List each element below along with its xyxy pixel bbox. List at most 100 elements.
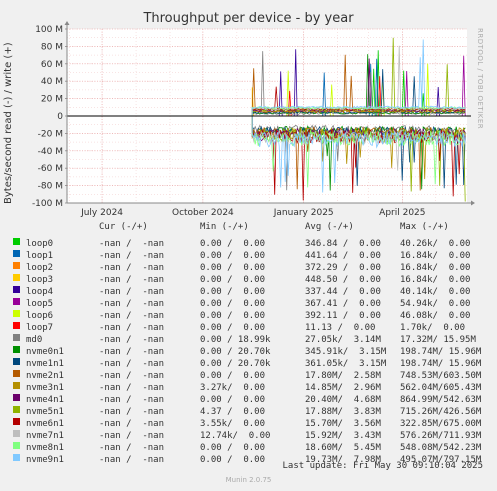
legend-max: 748.53M/603.50M <box>400 371 482 381</box>
legend-max: 576.26M/711.93M <box>400 431 482 441</box>
legend-cur: -nan / -nan <box>99 287 165 297</box>
legend-max: 495.07M/797.15M <box>400 455 482 465</box>
legend-cur: -nan / -nan <box>99 251 165 261</box>
legend-min: 0.00 / 0.00 <box>200 311 266 321</box>
legend-min: 12.74k/ 0.00 <box>200 431 271 441</box>
legend-min: 0.00 / 20.70k <box>200 359 271 369</box>
legend-header-avg: Avg (-/+) <box>305 222 354 232</box>
legend-name: loop6 <box>26 311 54 321</box>
legend-cur: -nan / -nan <box>99 371 165 381</box>
y-tick-label: 80 M <box>41 42 63 52</box>
legend-name: nvme3n1 <box>26 383 64 393</box>
legend-name: nvme0n1 <box>26 347 64 357</box>
legend-avg: 345.91k/ 3.15M <box>305 347 387 357</box>
series-trace-read <box>251 116 466 193</box>
legend-max: 16.84k/ 0.00 <box>400 263 471 273</box>
legend-min: 0.00 / 0.00 <box>200 275 266 285</box>
legend-avg: 19.73M/ 7.98M <box>305 455 381 465</box>
y-tick-label: -20 M <box>38 129 63 139</box>
legend-cur: -nan / -nan <box>99 395 165 405</box>
legend-cur: -nan / -nan <box>99 275 165 285</box>
legend-name: nvme9n1 <box>26 455 64 465</box>
legend-name: nvme8n1 <box>26 443 64 453</box>
legend-name: loop4 <box>26 287 54 297</box>
legend-name: nvme5n1 <box>26 407 64 417</box>
legend-swatch <box>13 298 20 305</box>
legend-cur: -nan / -nan <box>99 419 165 429</box>
series-trace-write <box>67 39 466 117</box>
legend-cur: -nan / -nan <box>99 311 165 321</box>
y-tick-label: -60 M <box>38 164 63 174</box>
series-trace-write <box>67 69 466 117</box>
x-tick-label: July 2024 <box>80 208 123 218</box>
legend-avg: 361.05k/ 3.15M <box>305 359 387 369</box>
x-tick-label: January 2025 <box>273 208 334 218</box>
legend-cur: -nan / -nan <box>99 263 165 273</box>
legend-max: 715.26M/426.56M <box>400 407 482 417</box>
legend-header: Cur (-/+) Min (-/+) Avg (-/+) Max (-/+) <box>0 221 449 233</box>
chart-title: Throughput per device - by year <box>143 11 354 26</box>
y-tick-label: -100 M <box>32 199 63 209</box>
legend-min: 0.00 / 0.00 <box>200 263 266 273</box>
legend-min: 3.55k/ 0.00 <box>200 419 266 429</box>
legend-name: nvme7n1 <box>26 431 64 441</box>
legend-name: loop3 <box>26 275 54 285</box>
legend-cur: -nan / -nan <box>99 359 165 369</box>
axes <box>64 21 475 206</box>
y-axis-arrow <box>64 21 70 25</box>
legend-max: 40.14k/ 0.00 <box>400 287 471 297</box>
legend-header-max: Max (-/+) <box>400 222 449 232</box>
x-tick-label: April 2025 <box>379 208 425 218</box>
legend-swatch <box>13 418 20 425</box>
legend-avg: 441.64 / 0.00 <box>305 251 381 261</box>
legend-min: 0.00 / 0.00 <box>200 323 266 333</box>
legend-header-min: Min (-/+) <box>200 222 249 232</box>
legend-swatch <box>13 442 20 449</box>
legend-max: 562.04M/605.43M <box>400 383 482 393</box>
legend-min: 0.00 / 0.00 <box>200 299 266 309</box>
last-update: Last update: Fri May 30 09:10:04 2025 <box>282 461 483 471</box>
legend-avg: 15.70M/ 3.56M <box>305 419 381 429</box>
legend-name: nvme6n1 <box>26 419 64 429</box>
legend-swatch <box>13 286 20 293</box>
legend-cur: -nan / -nan <box>99 443 165 453</box>
legend-cur: -nan / -nan <box>99 335 165 345</box>
legend-avg: 27.05k/ 3.14M <box>305 335 381 345</box>
legend-swatch <box>13 334 20 341</box>
legend-avg: 346.84 / 0.00 <box>305 239 381 249</box>
legend-avg: 392.11 / 0.00 <box>305 311 381 321</box>
legend-min: 0.00 / 18.99k <box>200 335 271 345</box>
legend-max: 16.84k/ 0.00 <box>400 275 471 285</box>
legend-cur: -nan / -nan <box>99 383 165 393</box>
legend-avg: 14.85M/ 2.96M <box>305 383 381 393</box>
legend-avg: 448.50 / 0.00 <box>305 275 381 285</box>
y-tick-label: 60 M <box>41 60 63 70</box>
legend-max: 46.08k/ 0.00 <box>400 311 471 321</box>
y-tick-label: 20 M <box>41 95 63 105</box>
legend-name: loop5 <box>26 299 54 309</box>
legend-avg: 11.13 / 0.00 <box>305 323 376 333</box>
legend-max: 864.99M/542.63M <box>400 395 482 405</box>
legend-avg: 17.80M/ 2.58M <box>305 371 381 381</box>
legend-max: 548.08M/542.23M <box>400 443 482 453</box>
legend-swatch <box>13 394 20 401</box>
legend-swatch <box>13 346 20 353</box>
y-tick-label: 100 M <box>35 25 63 35</box>
legend-avg: 17.88M/ 3.83M <box>305 407 381 417</box>
munin-version: Munin 2.0.75 <box>225 476 272 484</box>
legend-name: md0 <box>26 335 43 345</box>
legend-min: 0.00 / 0.00 <box>200 395 266 405</box>
legend-avg: 18.60M/ 5.45M <box>305 443 381 453</box>
legend-cur: -nan / -nan <box>99 239 165 249</box>
legend-max: 40.26k/ 0.00 <box>400 239 471 249</box>
legend-name: loop7 <box>26 323 54 333</box>
legend-min: 0.00 / 0.00 <box>200 239 266 249</box>
legend-cur: -nan / -nan <box>99 347 165 357</box>
legend-avg: 367.41 / 0.00 <box>305 299 381 309</box>
legend-max: 17.32M/ 15.95M <box>400 335 476 345</box>
legend-swatch <box>13 358 20 365</box>
legend-swatch <box>13 238 20 245</box>
legend-name: nvme2n1 <box>26 371 64 381</box>
legend-swatch <box>13 310 20 317</box>
legend-avg: 372.29 / 0.00 <box>305 263 381 273</box>
